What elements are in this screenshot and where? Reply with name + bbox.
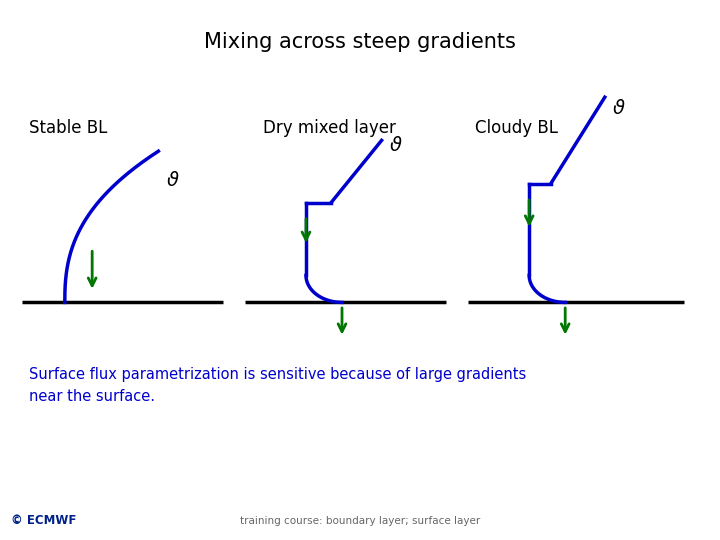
Text: Stable BL: Stable BL bbox=[29, 119, 107, 137]
Text: © ECMWF: © ECMWF bbox=[11, 514, 76, 526]
Text: Surface flux parametrization is sensitive because of large gradients
near the su: Surface flux parametrization is sensitiv… bbox=[29, 367, 526, 404]
Text: Cloudy BL: Cloudy BL bbox=[475, 119, 558, 137]
Text: $\vartheta$: $\vartheta$ bbox=[612, 98, 626, 118]
Text: Dry mixed layer: Dry mixed layer bbox=[263, 119, 396, 137]
Text: training course: boundary layer; surface layer: training course: boundary layer; surface… bbox=[240, 516, 480, 526]
Text: $\vartheta$: $\vartheta$ bbox=[166, 171, 179, 191]
Text: $\vartheta$: $\vartheta$ bbox=[389, 136, 402, 156]
Text: Mixing across steep gradients: Mixing across steep gradients bbox=[204, 32, 516, 52]
